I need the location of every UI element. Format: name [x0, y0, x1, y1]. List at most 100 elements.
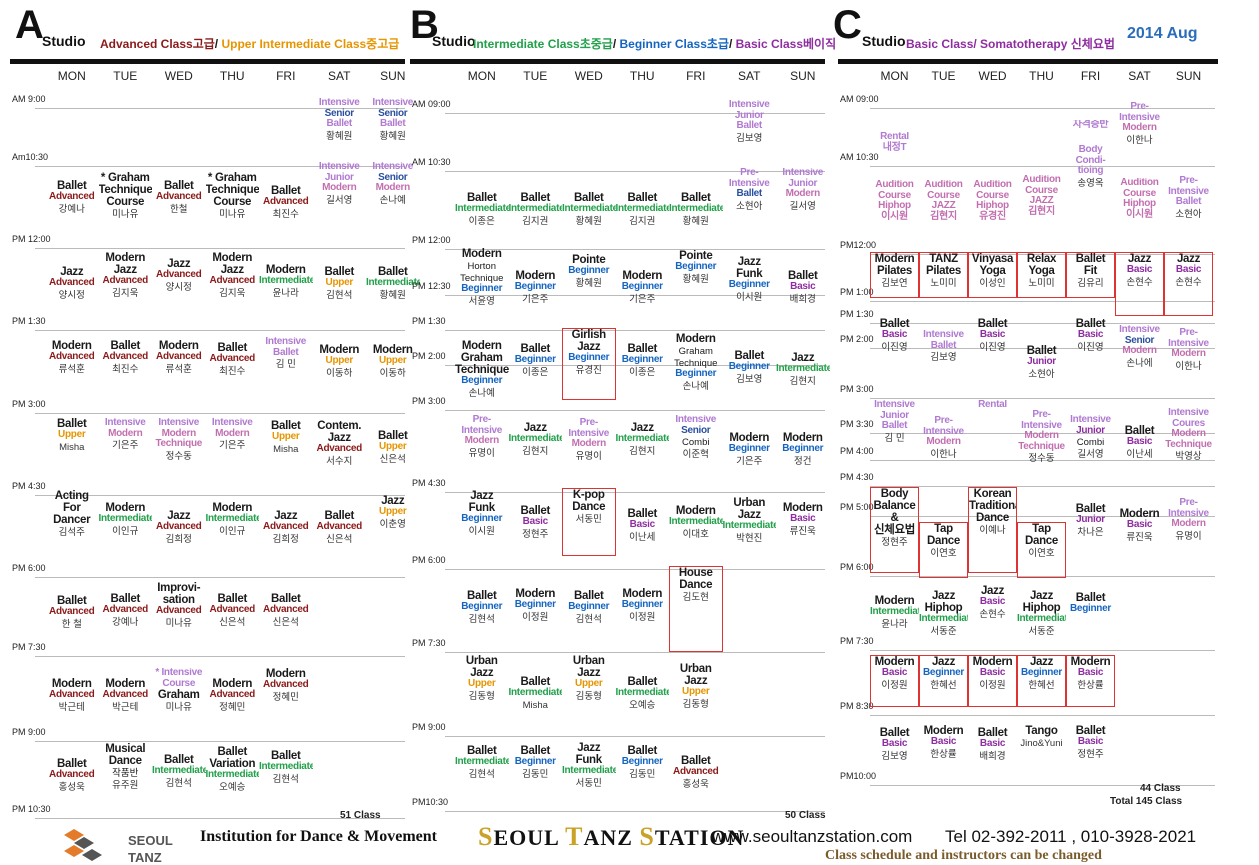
- class-cell[interactable]: Ballet Junior 차나은: [1066, 503, 1115, 553]
- class-cell[interactable]: Intensive Modern 기은주: [206, 418, 260, 468]
- class-cell[interactable]: Modern Horton Technique Beginner 서윤영: [455, 248, 509, 316]
- class-cell[interactable]: Modern Advanced 박근테: [45, 678, 99, 723]
- class-cell[interactable]: Jazz Funk Beginner 이시원: [723, 256, 777, 316]
- class-cell[interactable]: Pre- Intensive Modern Technique 정수동: [1017, 410, 1066, 480]
- class-cell[interactable]: Audition Course Hiphop 이시원: [870, 180, 919, 236]
- class-cell[interactable]: Body Balance & 신체요법 정현주: [870, 487, 919, 573]
- class-cell[interactable]: Modern Intermediate 이인규: [99, 502, 153, 550]
- class-cell[interactable]: Ballet Advanced 홍성욱: [669, 755, 723, 800]
- class-cell[interactable]: Ballet Intermediate 황혜원: [669, 192, 723, 237]
- class-cell[interactable]: Pre- Intensive Modern 유명이: [562, 418, 616, 476]
- class-cell[interactable]: Girlish Jazz Beginner 유경진: [562, 328, 616, 400]
- class-cell[interactable]: Pre- Intensive Modern 이한나: [1115, 102, 1164, 152]
- class-cell[interactable]: Intensive Senior Ballet 황혜원: [366, 98, 420, 153]
- class-cell[interactable]: Ballet Basic 배희경: [776, 270, 830, 316]
- class-cell[interactable]: Audition Course Hiphop 이시원: [1115, 178, 1164, 234]
- class-cell[interactable]: Modern Basic 류진욱: [1115, 508, 1164, 553]
- class-cell[interactable]: Tap Dance 이연호: [919, 522, 968, 578]
- website-link[interactable]: www.seoultanzstation.com: [712, 827, 913, 846]
- class-cell[interactable]: Modern Advanced 정혜민: [259, 668, 313, 718]
- class-cell[interactable]: Intensive Senior Modern 손나에: [1115, 325, 1164, 385]
- class-cell[interactable]: Intensive Junior Combi 길서영: [1066, 415, 1115, 477]
- class-cell[interactable]: * Intensive Course Graham 미나유: [152, 668, 206, 725]
- class-cell[interactable]: Modern Advanced 류석훈: [152, 340, 206, 390]
- class-cell[interactable]: Intensive Senior Ballet 황혜원: [313, 98, 367, 153]
- class-cell[interactable]: Modern Upper 이동하: [313, 344, 367, 390]
- class-cell[interactable]: Modern Pilates 김보연: [870, 252, 919, 298]
- class-cell[interactable]: Modern Basic 한상률: [1066, 655, 1115, 707]
- class-cell[interactable]: Intensive Junior Ballet 김보영: [723, 100, 777, 162]
- class-cell[interactable]: Intensive Modern 기은주: [99, 418, 153, 468]
- class-cell[interactable]: Intensive Junior Ballet 김 민: [870, 400, 919, 462]
- class-cell[interactable]: Ballet Advanced 신은석: [259, 593, 313, 640]
- class-cell[interactable]: Pre- Intensive Modern 유명이: [1164, 498, 1213, 556]
- class-cell[interactable]: Modern Beginner 정건: [776, 432, 830, 476]
- class-cell[interactable]: JazzHiphopIntermediate서동준: [1017, 590, 1066, 646]
- class-cell[interactable]: Ballet Advanced 홍성욱: [45, 758, 99, 803]
- class-cell[interactable]: Intensive Coures Modern Technique 박영상: [1164, 408, 1213, 478]
- class-cell[interactable]: KoreanTraditionalDance이예나: [968, 487, 1017, 573]
- class-cell[interactable]: Body Condi-tioing 송영옥: [1066, 145, 1115, 215]
- class-cell[interactable]: Modern Basic 이정원: [870, 655, 919, 707]
- class-cell[interactable]: Ballet Basic 정현주: [1066, 725, 1115, 773]
- class-cell[interactable]: Ballet Beginner 이종은: [616, 343, 670, 393]
- class-cell[interactable]: Pointe Beginner 황혜원: [562, 254, 616, 300]
- class-cell[interactable]: Ballet Basic 이진영: [870, 318, 919, 368]
- class-cell[interactable]: * Graham Technique Course 미나유: [99, 172, 153, 232]
- class-cell[interactable]: Ballet Intermediate 황혜원: [562, 192, 616, 237]
- class-cell[interactable]: Pre- Intensive Ballet 소현아: [723, 168, 777, 230]
- class-cell[interactable]: Jazz Basic 손현수: [968, 585, 1017, 633]
- class-cell[interactable]: Intensive Ballet 김보영: [919, 330, 968, 390]
- class-cell[interactable]: Ballet Beginner 김보영: [723, 350, 777, 396]
- class-cell[interactable]: Modern Basic 이정원: [968, 655, 1017, 707]
- class-cell[interactable]: Jazz Beginner 한혜선: [1017, 655, 1066, 707]
- class-cell[interactable]: Jazz Advanced 양시정: [45, 266, 99, 316]
- class-cell[interactable]: Intensive Modern Technique 정수동: [152, 418, 206, 473]
- class-cell[interactable]: Modern Beginner 기은주: [509, 270, 563, 316]
- class-cell[interactable]: Improvi-sation Advanced 미나유: [152, 582, 206, 640]
- class-cell[interactable]: Urban Jazz Upper 김동형: [455, 655, 509, 721]
- class-cell[interactable]: Rental 내정T: [870, 132, 919, 164]
- class-cell[interactable]: Ballet Beginner 김현석: [562, 590, 616, 638]
- class-cell[interactable]: Jazz Intermediate 김현지: [509, 422, 563, 472]
- class-cell[interactable]: Modern Beginner 기은주: [616, 270, 670, 316]
- class-cell[interactable]: Ballet Upper Misha: [45, 418, 99, 468]
- class-cell[interactable]: Jazz Upper 이춘영: [366, 495, 420, 545]
- class-cell[interactable]: Ballet Intermediate 김현석: [152, 754, 206, 804]
- class-cell[interactable]: Ballet Intermediate 김지권: [616, 192, 670, 237]
- class-cell[interactable]: Ballet Beginner 김현석: [455, 590, 509, 634]
- class-cell[interactable]: Ballet Intermediate 김현석: [259, 750, 313, 800]
- class-cell[interactable]: Urban Jazz Intermediate 박현진: [723, 497, 777, 557]
- class-cell[interactable]: Jazz Basic 손현수: [1115, 252, 1164, 316]
- class-cell[interactable]: Ballet Upper 김현석: [313, 266, 367, 316]
- class-cell[interactable]: Modern Jazz Advanced 김지욱: [206, 252, 260, 316]
- class-cell[interactable]: Ballet Fit 김유리: [1066, 252, 1115, 298]
- class-cell[interactable]: Jazz Funk Beginner 이시원: [455, 490, 509, 548]
- class-cell[interactable]: Urban Jazz Upper 김동형: [669, 663, 723, 721]
- class-cell[interactable]: Ballet Intermediate 김지권: [509, 192, 563, 237]
- class-cell[interactable]: Jazz Advanced 김희정: [259, 510, 313, 554]
- class-cell[interactable]: Modern Basic 류진욱: [776, 502, 830, 548]
- class-cell[interactable]: Pointe Beginner 황혜원: [669, 250, 723, 296]
- class-cell[interactable]: Ballet Upper Misha: [259, 420, 313, 468]
- class-cell[interactable]: Ballet Intermediate 황혜원: [366, 266, 420, 316]
- class-cell[interactable]: Jazz Advanced 양시정: [152, 258, 206, 316]
- class-cell[interactable]: Modern Intermediate 이대호: [669, 505, 723, 551]
- class-cell[interactable]: Modern Intermediate 이인규: [206, 502, 260, 550]
- class-cell[interactable]: Ballet Variation Intermediate 오예승: [206, 746, 260, 804]
- class-cell[interactable]: Modern Beginner 이정원: [616, 588, 670, 638]
- class-cell[interactable]: Ballet Beginner 김동민: [509, 745, 563, 795]
- class-cell[interactable]: Ballet Basic 이난세: [1115, 425, 1164, 473]
- class-cell[interactable]: Ballet Advanced 한 철: [45, 595, 99, 640]
- class-cell[interactable]: Intensive Senior Combi 이준혁: [669, 415, 723, 477]
- class-cell[interactable]: Ballet Beginner 김동민: [616, 745, 670, 795]
- class-cell[interactable]: Ballet Advanced 최진수: [99, 340, 153, 390]
- class-cell[interactable]: Pre- Intensive Modern 유명이: [455, 415, 509, 473]
- class-cell[interactable]: Ballet Beginner: [1066, 592, 1115, 632]
- class-cell[interactable]: Intensive Junior Modern 길서영: [776, 168, 830, 234]
- class-cell[interactable]: Modern Advanced 정혜민: [206, 678, 260, 723]
- class-cell[interactable]: Musical Dance 작품반 유주원: [99, 743, 153, 805]
- class-cell[interactable]: Acting For Dancer 김석주: [45, 490, 99, 550]
